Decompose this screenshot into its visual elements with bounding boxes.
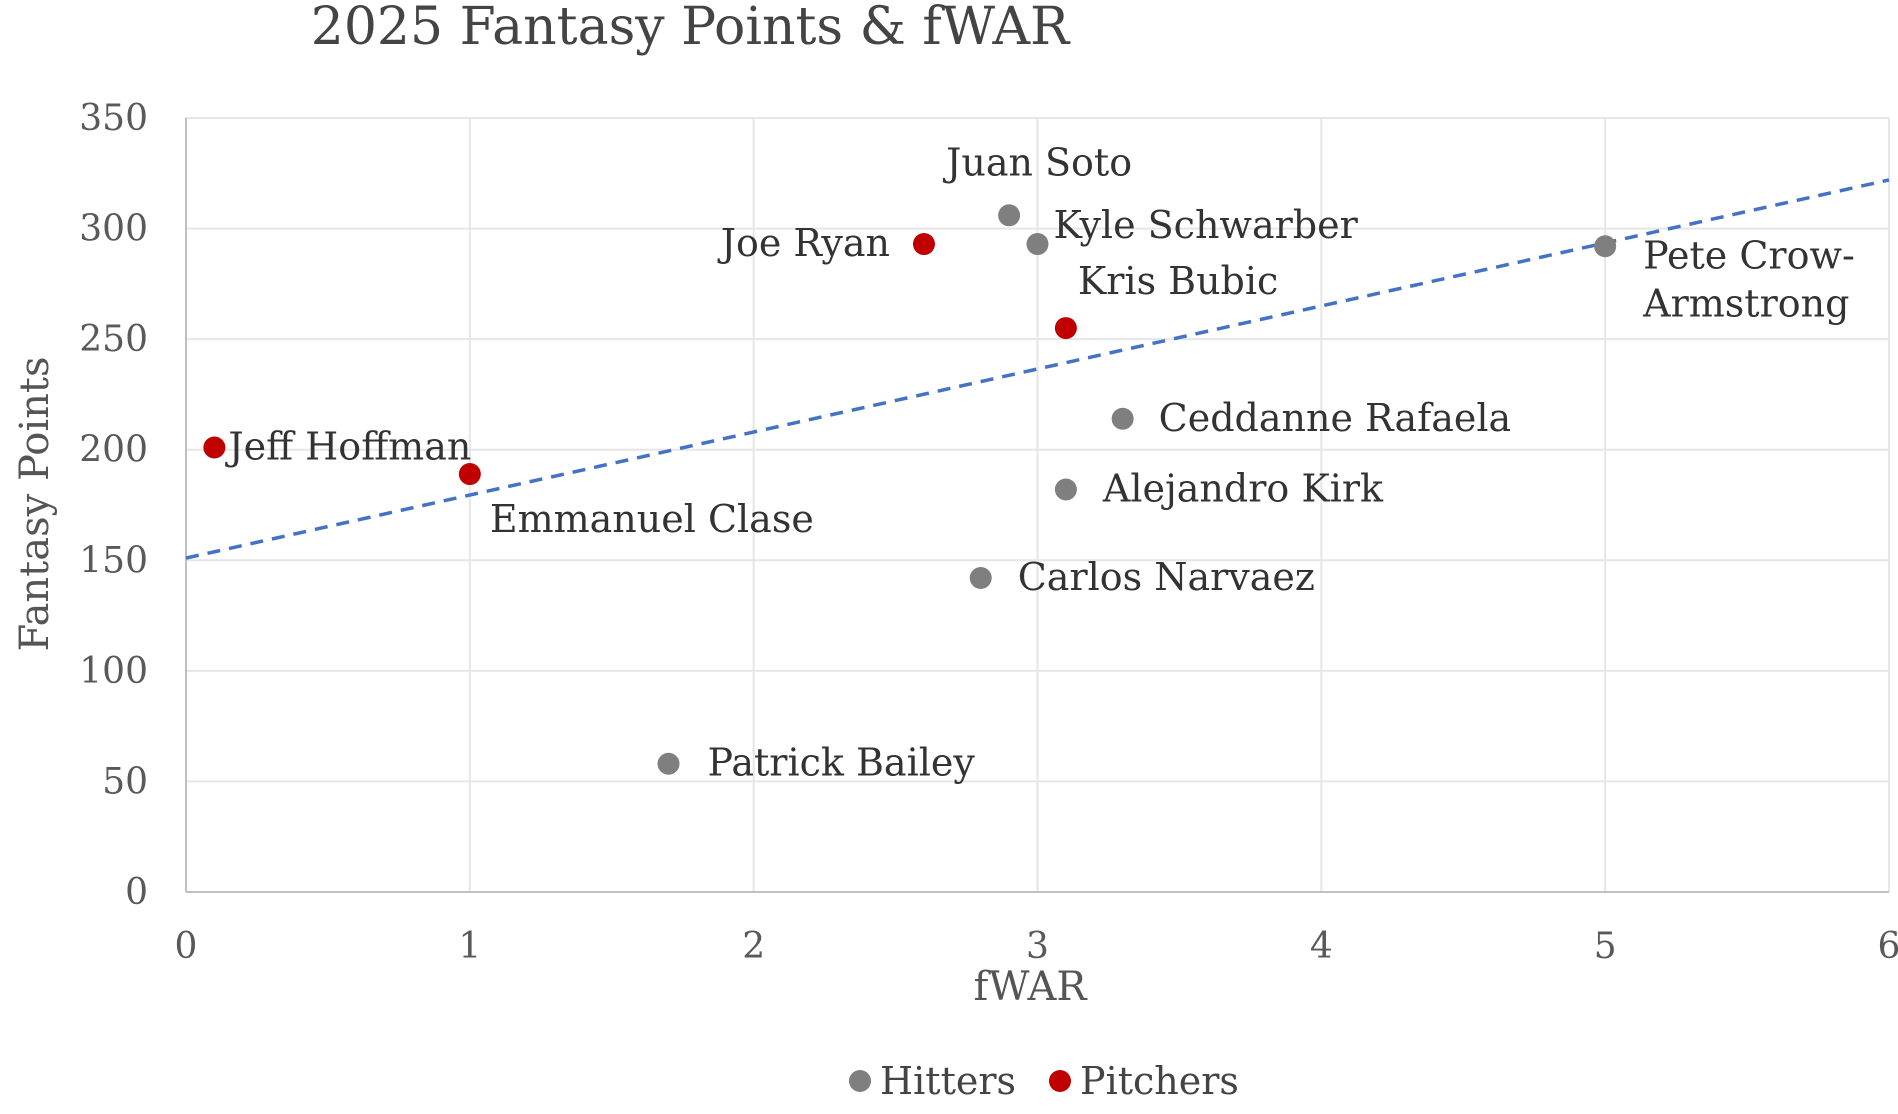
data-point [912,233,935,256]
data-point [458,463,481,486]
y-tick-label: 250 [79,319,148,360]
data-label: Alejandro Kirk [1102,467,1384,511]
legend-marker [1049,1070,1071,1092]
data-label: Patrick Bailey [708,741,976,785]
legend-marker [849,1070,871,1092]
data-point [1594,235,1617,258]
y-axis-ticks: 0 50 100 150 200 250 300 350 [79,98,148,913]
chart-title: 2025 Fantasy Points & fWAR [311,0,1071,57]
y-tick-label: 350 [79,98,148,139]
legend-label: Pitchers [1080,1059,1239,1103]
x-tick-label: 0 [175,926,198,967]
data-label: Pete Crow- [1643,233,1855,277]
data-label: Armstrong [1642,281,1849,325]
data-point [969,566,992,589]
data-label: Jeff Hoffman [224,425,471,469]
data-labels: Juan Soto Kyle Schwarber Pete Crow-Armstro… [224,140,1854,784]
y-tick-label: 0 [125,872,148,913]
x-axis-ticks: 0 1 2 3 4 5 6 [175,926,1898,967]
data-label: Joe Ryan [717,221,890,265]
data-label: Kris Bubic [1078,259,1278,303]
legend-label: Hitters [880,1059,1016,1103]
y-tick-label: 300 [79,209,148,250]
data-point [1026,233,1049,256]
data-points [203,204,1617,775]
x-tick-label: 6 [1878,926,1898,967]
data-label: Carlos Narvaez [1018,555,1315,599]
x-tick-label: 5 [1594,926,1617,967]
data-point [998,204,1021,227]
data-label: Kyle Schwarber [1054,203,1359,247]
data-point [1111,407,1134,430]
x-axis-title: fWAR [974,964,1089,1010]
x-tick-label: 2 [742,926,765,967]
x-tick-label: 4 [1310,926,1333,967]
legend: Hitters Pitchers [849,1059,1239,1103]
data-point [657,752,680,775]
y-tick-label: 50 [102,761,148,802]
y-tick-label: 150 [79,540,148,581]
data-label: Emmanuel Clase [490,497,814,541]
data-point [1054,317,1077,340]
data-label: Ceddanne Rafaela [1159,396,1512,440]
x-tick-label: 3 [1026,926,1049,967]
x-tick-label: 1 [458,926,481,967]
data-point [203,436,226,459]
y-axis-title: Fantasy Points [12,357,58,652]
y-tick-label: 200 [79,430,148,471]
data-label: Juan Soto [942,140,1132,184]
axes [185,118,1889,893]
y-tick-label: 100 [79,651,148,692]
data-point [1054,478,1077,501]
